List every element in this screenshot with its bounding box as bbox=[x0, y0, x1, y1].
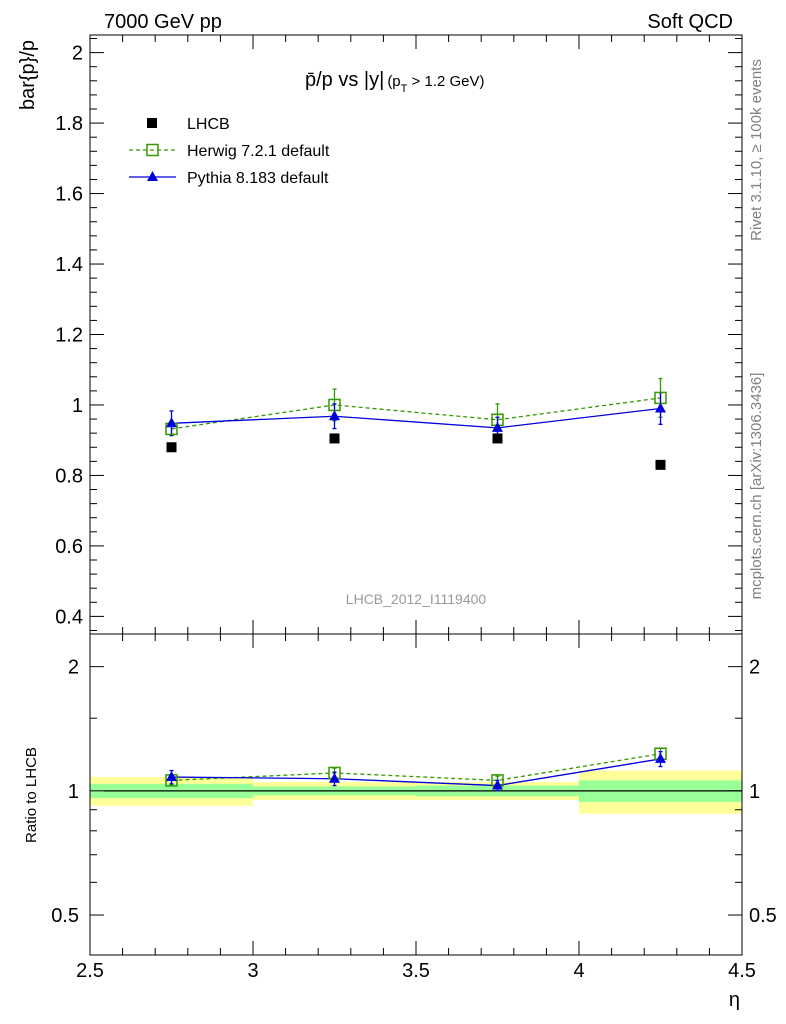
x-tick-label: 2.5 bbox=[76, 960, 104, 982]
x-tick-label: 4.5 bbox=[728, 960, 756, 982]
analysis-id: LHCB_2012_I1119400 bbox=[346, 591, 487, 607]
pythia-point bbox=[492, 421, 503, 432]
ratio-axis-label: Ratio to LHCB bbox=[23, 747, 40, 843]
header-left: 7000 GeV pp bbox=[104, 11, 222, 33]
y-tick-label: 1.4 bbox=[55, 254, 83, 276]
ratio-bands bbox=[90, 770, 742, 814]
pythia-point bbox=[655, 402, 666, 413]
lhcb-point bbox=[655, 459, 666, 470]
herwig-line bbox=[171, 397, 661, 430]
x-tick-label: 3 bbox=[247, 960, 258, 982]
data-marks bbox=[165, 377, 667, 792]
legend-marker-herwig bbox=[146, 143, 159, 157]
ratio-tick-label-right: 0.5 bbox=[749, 905, 777, 927]
y-tick-label: 1.2 bbox=[55, 325, 83, 347]
pythia-point bbox=[329, 410, 340, 421]
pythia-ratio-point bbox=[329, 772, 340, 783]
pythia-point bbox=[166, 417, 177, 428]
legend-label-lhcb: LHCB bbox=[187, 116, 230, 133]
pythia-ratio-point bbox=[492, 779, 503, 790]
ratio-tick-label: 0.5 bbox=[51, 905, 79, 927]
ratio-tick-label-right: 2 bbox=[749, 657, 760, 679]
x-tick-label: 3.5 bbox=[402, 960, 430, 982]
x-tick-label: 4 bbox=[573, 960, 584, 982]
lhcb-point bbox=[329, 433, 340, 444]
y-tick-label: 1.6 bbox=[55, 184, 83, 206]
ratio-tick-label: 1 bbox=[68, 781, 79, 803]
pythia-line bbox=[171, 407, 661, 429]
chart-title: p̄/p vs |y| (pT > 1.2 GeV) bbox=[305, 69, 485, 95]
pythia-ratio-line bbox=[171, 758, 661, 787]
mcplots-label: mcplots.cern.ch [arXiv:1306.3436] bbox=[748, 373, 765, 600]
y-tick-label: 0.4 bbox=[55, 606, 83, 628]
pythia-ratio-point bbox=[655, 752, 666, 763]
lhcb-point bbox=[166, 442, 177, 453]
legend: LHCB Herwig 7.2.1 default Pythia 8.183 d… bbox=[129, 116, 330, 187]
rivet-label: Rivet 3.1.10, ≥ 100k events bbox=[748, 59, 765, 241]
axes: 0.4 0.6 0.8 1 1.2 1.4 1.6 1.8 2 2.5 3 3.5 4 4.5 0.5 0.5… bbox=[51, 34, 777, 982]
lhcb-point bbox=[492, 433, 503, 444]
y-tick-label: 0.8 bbox=[55, 465, 83, 487]
y-tick-label: 1 bbox=[72, 395, 83, 417]
legend-marker-lhcb bbox=[147, 118, 157, 128]
x-axis-label: η bbox=[729, 989, 740, 1011]
herwig-ratio-line bbox=[171, 753, 661, 782]
y-axis-label: bar{p}/p bbox=[17, 40, 39, 110]
pythia-ratio-point bbox=[166, 771, 177, 782]
y-tick-label: 0.6 bbox=[55, 536, 83, 558]
y-tick-label: 2 bbox=[72, 43, 83, 65]
ratio-tick-label: 2 bbox=[68, 657, 79, 679]
legend-label-herwig: Herwig 7.2.1 default bbox=[187, 143, 330, 160]
legend-label-pythia: Pythia 8.183 default bbox=[187, 170, 329, 187]
y-tick-label: 1.8 bbox=[55, 113, 83, 135]
legend-marker-pythia bbox=[147, 171, 158, 181]
header-right: Soft QCD bbox=[647, 11, 733, 33]
ratio-tick-label-right: 1 bbox=[749, 781, 760, 803]
